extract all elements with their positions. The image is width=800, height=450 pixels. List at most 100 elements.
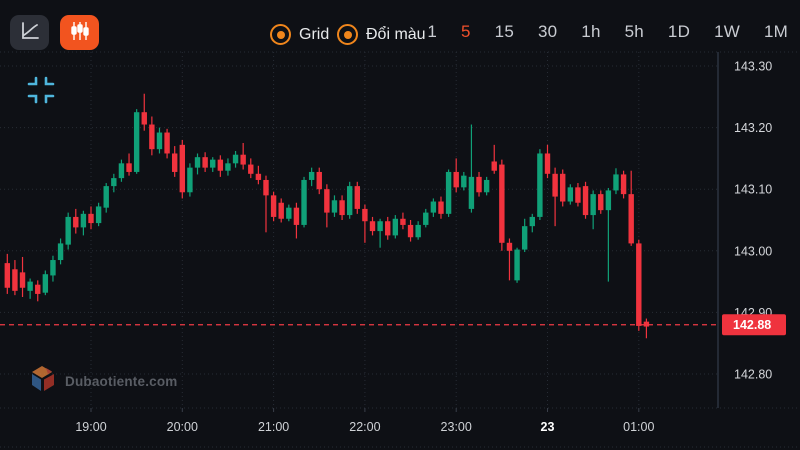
candlestick-chart-type-button[interactable] <box>60 15 99 50</box>
change-color-toggle[interactable]: Đổi màu <box>337 24 426 45</box>
timeframe-option-5h[interactable]: 5h <box>624 22 644 41</box>
price-tick-label: 143.30 <box>734 60 772 74</box>
candle-body <box>73 216 79 228</box>
dubaotiente-logo-icon <box>28 364 58 399</box>
candle-body <box>499 164 505 243</box>
watermark: Dubaotiente.com <box>28 364 178 399</box>
time-tick-label: 23:00 <box>441 420 472 434</box>
timeframe-option-1D[interactable]: 1D <box>667 22 691 41</box>
candle-body <box>552 173 558 197</box>
candle-body <box>141 112 147 125</box>
candle-body <box>643 321 650 327</box>
grid-radio-icon <box>270 24 291 45</box>
current-price-tag <box>722 314 786 336</box>
candle-body <box>270 195 277 217</box>
price-tick-label: 143.00 <box>734 244 772 258</box>
candle-body <box>453 171 459 188</box>
candle-body <box>468 176 475 209</box>
candle-body <box>27 281 33 291</box>
candle-body <box>544 153 551 174</box>
grid-toggle-label: Grid <box>299 25 330 43</box>
time-tick-label: 21:00 <box>258 420 289 434</box>
candle-body <box>476 176 482 193</box>
candle-body <box>217 159 224 171</box>
candle-body <box>133 112 140 172</box>
candle-body <box>57 243 64 261</box>
crosshair-corners-icon <box>25 73 57 112</box>
candle-body <box>42 274 49 293</box>
candle-body <box>613 174 619 191</box>
candle-body <box>369 221 376 232</box>
candle-body <box>278 202 284 219</box>
candle-body <box>88 213 94 224</box>
candle-body <box>263 179 269 196</box>
candle-body <box>316 171 322 190</box>
timeframe-option-30[interactable]: 30 <box>537 22 558 41</box>
candle-body <box>232 154 239 164</box>
candle-body <box>407 224 414 238</box>
candle-body <box>354 186 360 209</box>
candle-body <box>171 153 178 172</box>
candle-body <box>620 174 627 195</box>
candle-body <box>560 173 566 202</box>
candle-body <box>567 187 574 202</box>
time-tick-label: 19:00 <box>75 420 106 434</box>
change-color-radio-icon <box>337 24 358 45</box>
candle-body <box>590 194 596 216</box>
candle-body <box>636 243 642 326</box>
candle-body <box>4 263 11 288</box>
timeframe-option-5[interactable]: 5 <box>461 22 471 41</box>
candle-body <box>628 194 634 244</box>
price-tick-label: 143.10 <box>734 183 772 197</box>
candle-body <box>118 163 125 179</box>
candle-body <box>225 163 231 171</box>
candle-body <box>301 179 307 225</box>
candle-body <box>324 189 330 213</box>
candle-body <box>385 221 391 236</box>
toolbar: Grid Đổi màu 1 5 15 30 1h 5h 1D 1W 1M <box>0 0 800 54</box>
timeframe-option-1W[interactable]: 1W <box>714 22 740 41</box>
watermark-text: Dubaotiente.com <box>65 374 178 389</box>
candle-body <box>255 173 262 180</box>
timeframe-option-1M[interactable]: 1M <box>763 22 788 41</box>
candle-body <box>50 260 56 276</box>
candle-body <box>240 154 246 165</box>
candle-body <box>12 269 18 291</box>
candle-body <box>308 171 315 180</box>
candle-body <box>156 132 163 150</box>
candle-body <box>438 201 444 214</box>
line-chart-type-button[interactable] <box>10 15 49 50</box>
candle-body <box>598 194 604 211</box>
timeframe-option-1[interactable]: 1 <box>427 22 438 41</box>
candle-body <box>491 161 497 171</box>
candle-body <box>80 213 87 228</box>
candle-body <box>179 144 185 193</box>
candle-body <box>194 157 201 168</box>
candle-body <box>126 163 132 172</box>
grid-toggle[interactable]: Grid <box>270 24 329 45</box>
candle-body <box>19 272 26 288</box>
candle-body <box>483 179 490 193</box>
timeframe-option-15[interactable]: 15 <box>494 22 514 41</box>
candle-body <box>111 178 117 187</box>
time-tick-label: 22:00 <box>349 420 380 434</box>
candle-body <box>346 186 353 216</box>
time-tick-label: 20:00 <box>167 420 198 434</box>
candle-body <box>65 216 71 245</box>
candle-body <box>392 218 399 236</box>
candle-body <box>575 187 581 203</box>
price-tick-label: 142.80 <box>734 368 772 382</box>
candle-body <box>445 171 452 214</box>
candle-body <box>423 212 429 225</box>
candle-body <box>202 157 208 168</box>
candle-body <box>95 206 102 224</box>
candle-body <box>605 190 612 211</box>
candle-body <box>400 218 406 225</box>
current-price-tag-label: 142.88 <box>733 318 771 332</box>
timeframe-selector: 1 5 15 30 1h 5h 1D 1W 1M <box>427 22 788 42</box>
candle-body <box>248 164 254 174</box>
candle-body <box>506 242 513 251</box>
candle-body <box>430 201 437 213</box>
timeframe-option-1h[interactable]: 1h <box>581 22 601 41</box>
